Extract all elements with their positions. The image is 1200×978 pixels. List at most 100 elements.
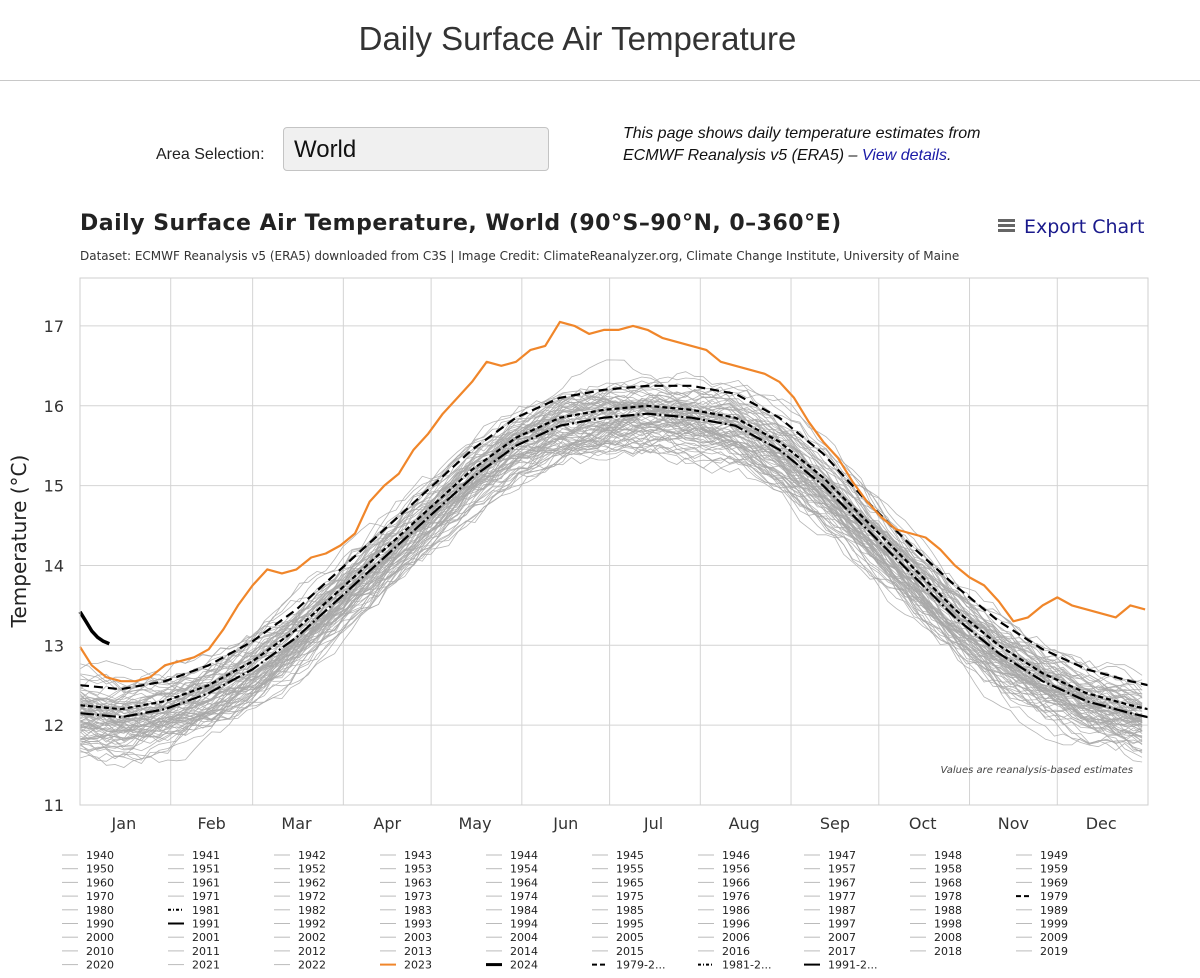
legend-item[interactable]: 1953 [380,863,432,876]
legend-item[interactable]: 1988 [910,904,962,917]
legend-item[interactable]: 2006 [698,931,750,944]
legend-item[interactable]: 1944 [486,849,538,862]
legend-item[interactable]: 1969 [1016,876,1068,889]
legend-item[interactable]: 1947 [804,849,856,862]
legend-item[interactable]: 1987 [804,904,856,917]
legend-item[interactable]: 2016 [698,945,750,958]
legend-item[interactable]: 2010 [62,945,114,958]
legend-item[interactable]: 1958 [910,863,962,876]
legend-item[interactable]: 2011 [168,945,220,958]
legend-item[interactable]: 1999 [1016,918,1068,931]
legend-item[interactable]: 1979-2... [592,959,665,972]
legend-item[interactable]: 1945 [592,849,644,862]
view-details-link[interactable]: View details [861,147,947,164]
legend-item[interactable]: 1979 [1016,890,1068,903]
legend-item[interactable]: 1976 [698,890,750,903]
legend-item[interactable]: 1957 [804,863,856,876]
legend-item[interactable]: 1956 [698,863,750,876]
legend-item[interactable]: 1960 [62,876,114,889]
legend-item[interactable]: 1954 [486,863,538,876]
legend-label: 1990 [86,918,114,931]
legend-item[interactable]: 1974 [486,890,538,903]
legend-item[interactable]: 2021 [168,959,220,972]
legend-item[interactable]: 2018 [910,945,962,958]
legend-item[interactable]: 1996 [698,918,750,931]
legend-item[interactable]: 2019 [1016,945,1068,958]
legend-label: 2008 [934,931,962,944]
legend-item[interactable]: 1991-2... [804,959,877,972]
legend-item[interactable]: 1952 [274,863,326,876]
legend-item[interactable]: 2002 [274,931,326,944]
legend-item[interactable]: 2000 [62,931,114,944]
legend-item[interactable]: 2013 [380,945,432,958]
legend-item[interactable]: 1964 [486,876,538,889]
legend-item[interactable]: 2009 [1016,931,1068,944]
legend-label: 2014 [510,945,538,958]
legend-label: 1952 [298,863,326,876]
legend-item[interactable]: 1992 [274,918,326,931]
legend-item[interactable]: 1966 [698,876,750,889]
legend-item[interactable]: 1995 [592,918,644,931]
legend-item[interactable]: 1946 [698,849,750,862]
legend-item[interactable]: 2007 [804,931,856,944]
legend-item[interactable]: 1963 [380,876,432,889]
legend-item[interactable]: 2004 [486,931,538,944]
legend-item[interactable]: 1949 [1016,849,1068,862]
legend-item[interactable]: 2024 [486,959,538,972]
export-chart-button[interactable]: Export Chart [998,216,1144,238]
legend-item[interactable]: 1943 [380,849,432,862]
legend-item[interactable]: 2017 [804,945,856,958]
legend-item[interactable]: 2003 [380,931,432,944]
legend-item[interactable]: 1993 [380,918,432,931]
legend-item[interactable]: 2001 [168,931,220,944]
legend-item[interactable]: 1978 [910,890,962,903]
legend-item[interactable]: 1994 [486,918,538,931]
legend-item[interactable]: 1975 [592,890,644,903]
legend-item[interactable]: 1989 [1016,904,1068,917]
legend-label: 1973 [404,890,432,903]
legend-item[interactable]: 1971 [168,890,220,903]
legend-item[interactable]: 1970 [62,890,114,903]
y-axis-label: Temperature (°C) [7,455,31,629]
legend-item[interactable]: 1959 [1016,863,1068,876]
legend-item[interactable]: 1950 [62,863,114,876]
legend-item[interactable]: 1982 [274,904,326,917]
legend-item[interactable]: 1981-2... [698,959,771,972]
legend-item[interactable]: 1980 [62,904,114,917]
legend-item[interactable]: 1967 [804,876,856,889]
legend-item[interactable]: 2022 [274,959,326,972]
legend-item[interactable]: 1951 [168,863,220,876]
legend-item[interactable]: 1990 [62,918,114,931]
plot-area-border [79,277,1149,806]
legend-item[interactable]: 2012 [274,945,326,958]
legend-item[interactable]: 1940 [62,849,114,862]
legend-item[interactable]: 1983 [380,904,432,917]
legend-item[interactable]: 1972 [274,890,326,903]
legend-item[interactable]: 1961 [168,876,220,889]
legend-item[interactable]: 1977 [804,890,856,903]
legend-item[interactable]: 1985 [592,904,644,917]
legend-item[interactable]: 1981 [168,904,220,917]
legend-item[interactable]: 1955 [592,863,644,876]
legend-item[interactable]: 1991 [168,918,220,931]
legend-item[interactable]: 1965 [592,876,644,889]
legend-item[interactable]: 2015 [592,945,644,958]
legend-item[interactable]: 1968 [910,876,962,889]
legend-label: 2020 [86,959,114,972]
legend-item[interactable]: 2023 [380,959,432,972]
legend-item[interactable]: 1948 [910,849,962,862]
legend-item[interactable]: 1973 [380,890,432,903]
legend-item[interactable]: 1986 [698,904,750,917]
legend-item[interactable]: 1941 [168,849,220,862]
area-selection-input[interactable]: World [283,127,549,171]
legend-item[interactable]: 2005 [592,931,644,944]
legend-item[interactable]: 1997 [804,918,856,931]
legend-item[interactable]: 1942 [274,849,326,862]
legend-item[interactable]: 1962 [274,876,326,889]
legend-item[interactable]: 1998 [910,918,962,931]
legend-item[interactable]: 2008 [910,931,962,944]
legend-item[interactable]: 2020 [62,959,114,972]
legend-item[interactable]: 2014 [486,945,538,958]
legend-item[interactable]: 1984 [486,904,538,917]
